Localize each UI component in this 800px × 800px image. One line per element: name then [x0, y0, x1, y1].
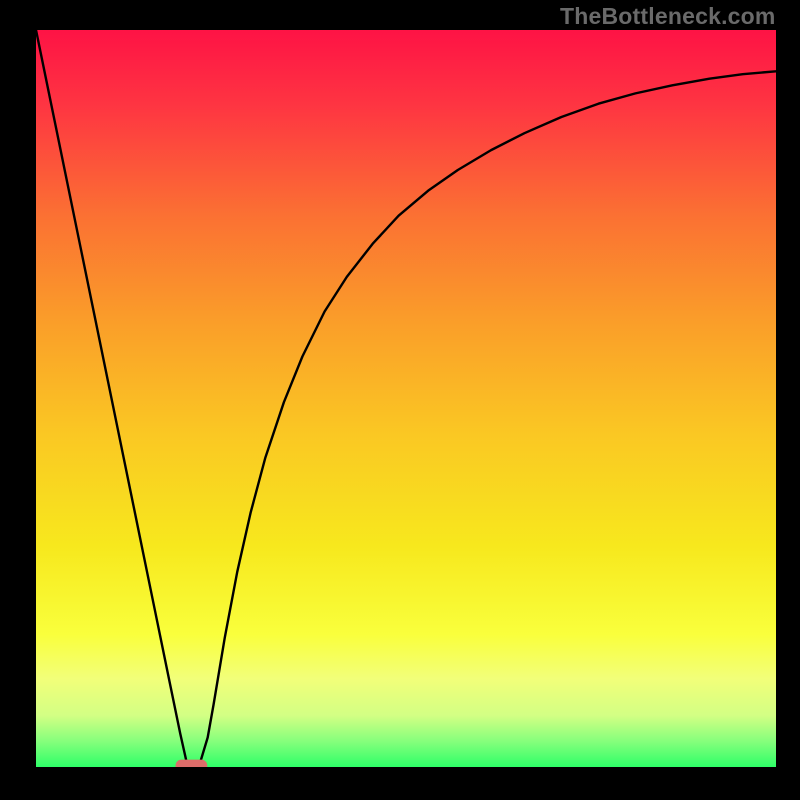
v-marker [175, 760, 207, 767]
plot-area [36, 30, 776, 767]
chart-background [36, 30, 776, 767]
watermark-text: TheBottleneck.com [560, 3, 776, 30]
chart-frame: TheBottleneck.com [0, 0, 800, 800]
